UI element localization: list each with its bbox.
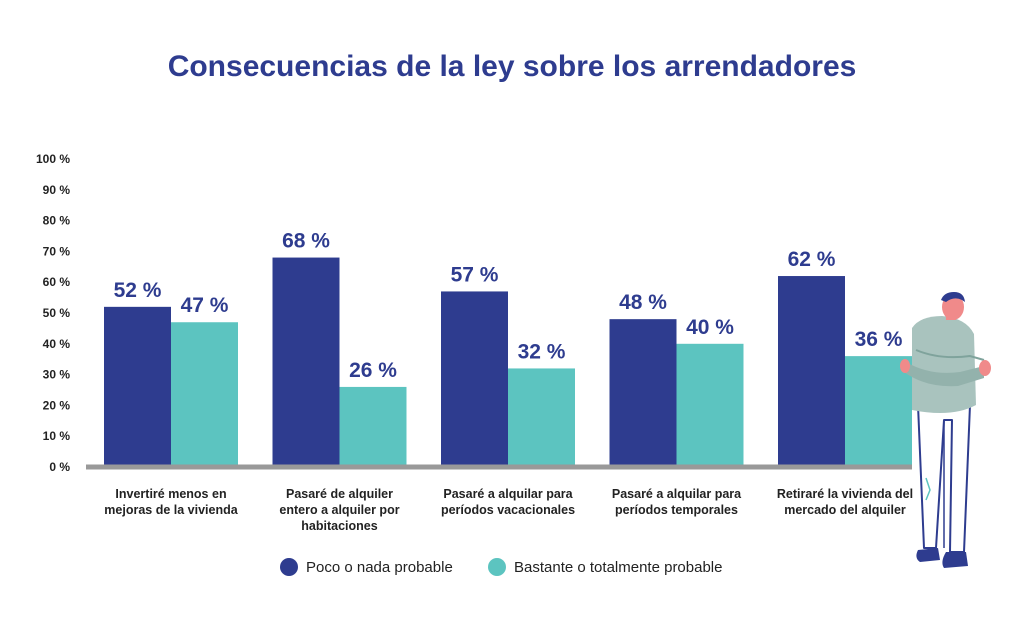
category-label: Retiraré la vivienda del bbox=[777, 487, 913, 501]
y-tick-label: 10 % bbox=[43, 429, 71, 443]
y-tick-label: 50 % bbox=[43, 306, 71, 320]
data-label: 62 % bbox=[788, 248, 836, 271]
data-labels: 52 % 47 % 68 % 26 % 57 % 32 % 48 % 40 % 62 % 36 % bbox=[114, 230, 903, 382]
legend-swatch-bastante bbox=[488, 558, 506, 576]
category-label: Pasaré de alquiler bbox=[286, 487, 393, 501]
data-label: 40 % bbox=[686, 316, 734, 339]
bar-bastante-1 bbox=[339, 386, 407, 467]
data-label: 48 % bbox=[619, 291, 667, 314]
legend-label: Poco o nada probable bbox=[306, 559, 453, 576]
data-label: 68 % bbox=[282, 230, 330, 253]
y-tick-label: 0 % bbox=[49, 460, 70, 474]
category-label: períodos vacacionales bbox=[441, 503, 575, 517]
bar-bastante-3 bbox=[676, 343, 744, 467]
bars bbox=[104, 257, 912, 467]
bar-poco-4 bbox=[778, 276, 845, 467]
y-tick-label: 60 % bbox=[43, 275, 71, 289]
category-label: habitaciones bbox=[301, 519, 377, 533]
category-label: Pasaré a alquilar para bbox=[443, 487, 573, 501]
y-axis: 0 % 10 % 20 % 30 % 40 % 50 % 60 % 70 % 80 % 90 % 1… bbox=[36, 152, 70, 474]
bar-bastante-0 bbox=[171, 322, 238, 467]
legend-swatch-poco bbox=[280, 558, 298, 576]
category-labels: Invertiré menos en mejoras de la vivienda… bbox=[104, 487, 913, 533]
bar-poco-2 bbox=[441, 291, 508, 467]
y-tick-label: 100 % bbox=[36, 152, 70, 166]
legend: Poco o nada probable Bastante o totalment… bbox=[280, 558, 722, 576]
y-tick-label: 40 % bbox=[43, 337, 71, 351]
category-label: mejoras de la vivienda bbox=[104, 503, 238, 517]
y-tick-label: 30 % bbox=[43, 368, 71, 382]
data-label: 52 % bbox=[114, 279, 162, 302]
chart-title: Consecuencias de la ley sobre los arrend… bbox=[168, 50, 857, 83]
bar-bastante-2 bbox=[508, 368, 575, 467]
legend-label: Bastante o totalmente probable bbox=[514, 559, 722, 576]
person-arms-crossed-illustration bbox=[900, 292, 991, 568]
data-label: 57 % bbox=[451, 263, 499, 286]
bar-bastante-4 bbox=[845, 356, 912, 467]
bar-poco-0 bbox=[104, 306, 171, 467]
data-label: 36 % bbox=[855, 328, 903, 351]
y-tick-label: 90 % bbox=[43, 183, 71, 197]
y-tick-label: 80 % bbox=[43, 214, 71, 228]
data-label: 47 % bbox=[181, 294, 229, 317]
category-label: períodos temporales bbox=[615, 503, 738, 517]
data-label: 32 % bbox=[518, 340, 566, 363]
data-label: 26 % bbox=[349, 359, 397, 382]
category-label: Invertiré menos en bbox=[115, 487, 226, 501]
category-label: entero a alquiler por bbox=[279, 503, 399, 517]
y-tick-label: 20 % bbox=[43, 398, 71, 412]
y-tick-label: 70 % bbox=[43, 244, 71, 258]
bar-poco-3 bbox=[609, 319, 677, 467]
bar-poco-1 bbox=[272, 257, 340, 467]
category-label: mercado del alquiler bbox=[784, 503, 906, 517]
category-label: Pasaré a alquilar para bbox=[612, 487, 742, 501]
